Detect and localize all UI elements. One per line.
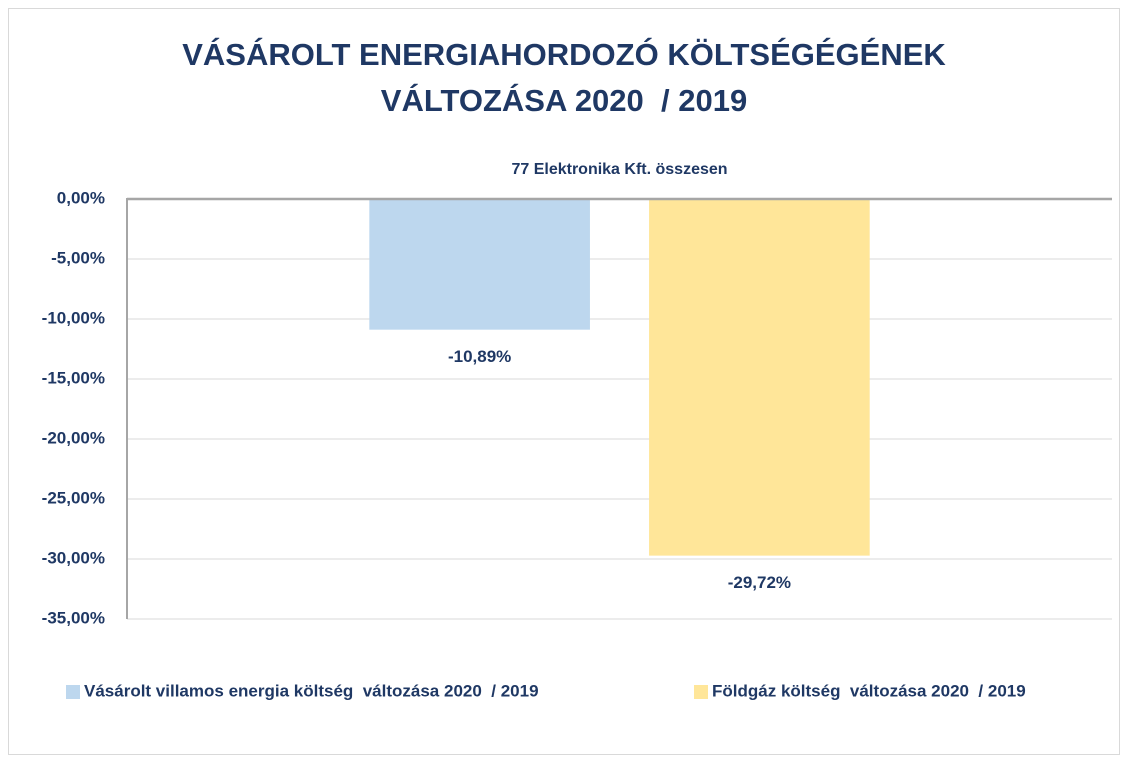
legend-label: Földgáz költség változása 2020 / 2019 <box>712 681 1026 700</box>
y-tick-label: -20,00% <box>42 428 105 447</box>
legend-swatch <box>66 685 80 699</box>
y-tick-label: -25,00% <box>42 488 105 507</box>
y-tick-label: 0,00% <box>57 188 105 207</box>
y-tick-label: -15,00% <box>42 368 105 387</box>
legend-swatch <box>694 685 708 699</box>
y-tick-label: -5,00% <box>51 248 105 267</box>
y-tick-label: -35,00% <box>42 608 105 627</box>
bar <box>649 199 870 556</box>
bar <box>369 199 590 330</box>
data-label: -29,72% <box>728 573 791 592</box>
legend-label: Vásárolt villamos energia költség változ… <box>84 681 539 700</box>
data-label: -10,89% <box>448 347 511 366</box>
y-tick-label: -10,00% <box>42 308 105 327</box>
chart-title: VÁSÁROLT ENERGIAHORDOZÓ KÖLTSÉGÉGÉNEK <box>182 36 946 72</box>
chart-title: VÁLTOZÁSA 2020 / 2019 <box>381 83 747 118</box>
y-tick-label: -30,00% <box>42 548 105 567</box>
category-label: 77 Elektronika Kft. összesen <box>511 161 727 178</box>
chart-border <box>8 8 1120 755</box>
